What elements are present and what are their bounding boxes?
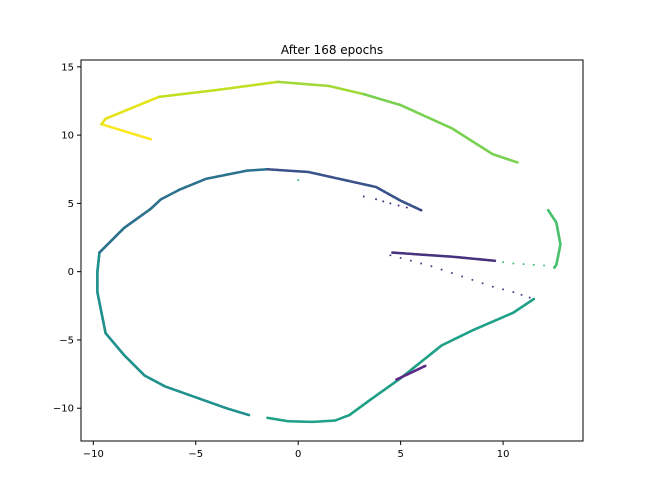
data-point <box>450 272 453 275</box>
data-point <box>491 285 494 288</box>
data-point <box>471 278 474 281</box>
y-tick-label: 5 <box>68 199 74 210</box>
y-tick-label: 10 <box>61 131 74 142</box>
data-point <box>266 416 269 420</box>
data-point <box>420 262 423 265</box>
data-point <box>405 206 408 209</box>
data-point <box>420 209 423 212</box>
data-point <box>512 262 515 265</box>
x-tick-label: 5 <box>397 449 403 460</box>
data-point <box>522 263 525 266</box>
data-point <box>362 195 365 198</box>
data-point <box>493 259 497 263</box>
data-point <box>297 179 300 182</box>
data-point <box>516 161 519 164</box>
y-tick-label: −10 <box>53 404 74 415</box>
y-tick-label: 15 <box>61 62 74 73</box>
data-point <box>389 202 392 205</box>
data-point <box>399 257 402 260</box>
data-point <box>461 275 464 278</box>
data-point <box>397 204 400 207</box>
data-point <box>430 265 433 268</box>
data-point <box>520 293 523 296</box>
data-point <box>423 364 427 368</box>
data-point <box>528 296 531 299</box>
data-point <box>512 291 515 294</box>
data-point <box>532 263 535 266</box>
data-point <box>502 261 505 264</box>
data-point <box>543 264 546 267</box>
axes-frame <box>80 59 584 442</box>
x-tick-label: 0 <box>295 449 301 460</box>
data-point <box>440 268 443 271</box>
data-point <box>382 200 385 203</box>
x-tick-label: 10 <box>497 449 510 460</box>
y-tick-label: −5 <box>59 335 74 346</box>
axes: −10 −5 0 5 10 −10 −5 0 5 10 15 <box>53 62 510 460</box>
plot-area <box>96 80 562 424</box>
data-point <box>389 254 392 257</box>
data-point <box>375 198 378 201</box>
x-tick-label: −10 <box>83 449 104 460</box>
x-tick-label: −5 <box>188 449 203 460</box>
data-point <box>409 259 412 262</box>
data-point <box>481 282 484 285</box>
data-point <box>553 265 556 268</box>
data-point <box>502 288 505 291</box>
chart-title: After 168 epochs <box>281 43 383 57</box>
y-tick-label: 0 <box>68 267 74 278</box>
